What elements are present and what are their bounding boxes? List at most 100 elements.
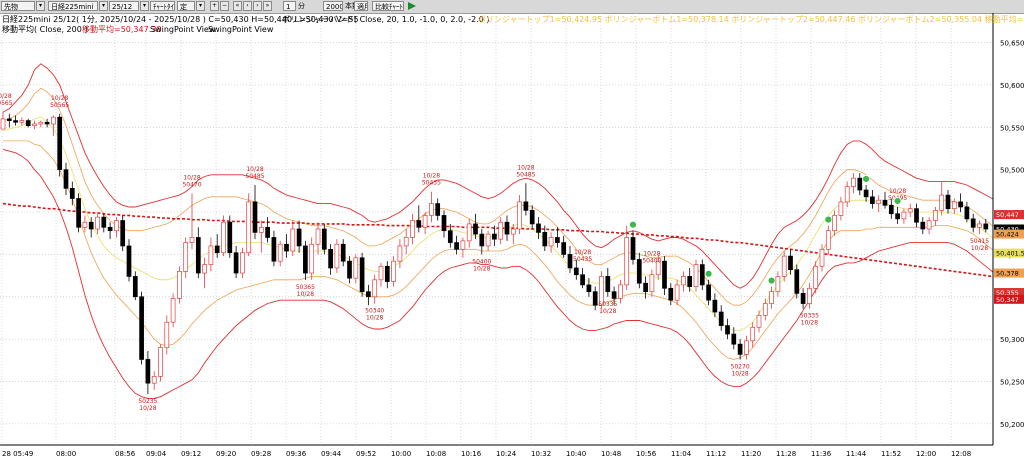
play-icon[interactable] xyxy=(408,2,416,10)
candle xyxy=(177,266,182,304)
candle-body xyxy=(794,269,800,294)
candle xyxy=(926,217,932,235)
candle xyxy=(781,251,787,282)
candle-body xyxy=(422,215,428,228)
candle xyxy=(901,208,907,224)
scroll-next-icon[interactable]: › xyxy=(253,1,262,11)
candle-body xyxy=(214,245,220,254)
swing-label-bottom: 50485 xyxy=(516,171,535,178)
candle-body xyxy=(807,287,812,304)
candle xyxy=(769,286,774,309)
swing-label-top: 10/28 xyxy=(517,164,534,171)
candle-body xyxy=(88,221,94,230)
candle xyxy=(636,252,642,289)
candle xyxy=(151,371,157,390)
x-tick-label: 10:32 xyxy=(531,450,551,458)
candle xyxy=(794,264,800,299)
candle xyxy=(504,215,510,241)
zoom-in-icon[interactable]: + xyxy=(210,1,219,11)
price-tag-text: 50,355 xyxy=(996,289,1019,297)
candle xyxy=(240,247,245,279)
candle xyxy=(69,181,75,206)
candle-body xyxy=(643,282,648,293)
candle xyxy=(825,225,831,255)
candle-body xyxy=(101,216,107,228)
candle-body xyxy=(151,376,157,384)
chart-type-button[interactable]: ﾁｬｰﾄﾀｲﾌﾟ xyxy=(150,1,175,11)
swing-label-bottom: 10/28 xyxy=(297,291,314,298)
contract-label: 25/12 xyxy=(112,3,133,11)
y-tick-label: 50,200 xyxy=(1000,421,1024,429)
market-select[interactable]: 先物 xyxy=(1,1,35,11)
swing-label-bottom: 10/28 xyxy=(599,308,616,315)
candle xyxy=(876,195,882,213)
candle-body xyxy=(492,233,497,240)
swing-label-top: 10/28 xyxy=(889,188,906,195)
candle-body xyxy=(57,116,63,171)
bars-input[interactable]: 2000 xyxy=(323,1,343,11)
candle xyxy=(498,217,504,245)
candle-body xyxy=(95,216,100,230)
instrument-dropdown-icon[interactable]: ▾ xyxy=(99,1,108,11)
candle xyxy=(485,230,491,252)
contract-dropdown-icon[interactable]: ▾ xyxy=(140,1,149,11)
bollinger-bands xyxy=(2,63,993,399)
scroll-prev-icon[interactable]: ‹ xyxy=(243,1,252,11)
candle xyxy=(555,227,560,248)
candle-body xyxy=(882,199,888,206)
zoom-out-icon[interactable]: − xyxy=(220,1,229,11)
header-bb-text: ボリンジャーバンド( Close, 20, 1.0, -1.0, 0, 2.0,… xyxy=(282,15,490,24)
candle-body xyxy=(372,279,378,298)
candle xyxy=(6,113,12,128)
candle-body xyxy=(233,252,239,274)
candle xyxy=(88,217,94,238)
fixed-button[interactable]: 定 xyxy=(177,1,195,11)
candle xyxy=(762,298,768,321)
candle-body xyxy=(303,245,308,274)
x-tick-label: 11:44 xyxy=(846,450,867,458)
candle xyxy=(718,305,724,331)
candle-body xyxy=(246,201,252,254)
x-tick-label: 09:28 xyxy=(251,450,271,458)
candle-body xyxy=(699,264,705,286)
x-tick-label: 08:00 xyxy=(56,450,76,458)
swing-label-bottom: 10/28 xyxy=(139,405,156,412)
apply-button[interactable]: 適用 xyxy=(354,1,368,11)
scroll-last-icon[interactable]: » xyxy=(263,1,272,11)
fixed-dropdown-icon[interactable]: ▾ xyxy=(196,1,205,11)
compare-chart-button[interactable]: 比較ﾁｬｰﾄ xyxy=(372,1,404,11)
scroll-first-icon[interactable]: « xyxy=(233,1,242,11)
candle xyxy=(296,220,302,253)
candle xyxy=(221,215,226,257)
candle-body xyxy=(120,220,126,247)
swing-label-bottom: 50435 xyxy=(573,256,592,263)
candle xyxy=(888,198,894,219)
candle xyxy=(139,291,144,365)
candle-body xyxy=(844,186,850,203)
candle-body xyxy=(970,218,976,228)
x-tick-label: 11:20 xyxy=(741,450,761,458)
candle xyxy=(397,239,403,268)
candle-body xyxy=(429,203,434,216)
contract-select[interactable]: 25/12 xyxy=(109,1,139,11)
candle xyxy=(920,217,926,235)
candle-body xyxy=(914,208,919,223)
candle xyxy=(441,210,447,238)
candle-body xyxy=(435,203,441,216)
candle-body xyxy=(485,233,491,247)
candle xyxy=(561,235,567,258)
candle-body xyxy=(145,359,151,384)
candle xyxy=(120,215,126,252)
candle-body xyxy=(13,120,18,123)
interval-input[interactable]: 1 xyxy=(283,1,296,11)
y-tick-label: 50,550 xyxy=(1000,124,1024,132)
instrument-select[interactable]: 日経225mini xyxy=(48,1,98,11)
candle xyxy=(403,229,409,255)
swing-label-top: 50415 xyxy=(970,238,989,245)
candle xyxy=(303,240,308,280)
candle xyxy=(13,115,18,126)
market-dropdown-icon[interactable]: ▾ xyxy=(36,1,45,11)
x-tick-label: 11:52 xyxy=(881,450,901,458)
price-tag-box xyxy=(994,210,1024,220)
